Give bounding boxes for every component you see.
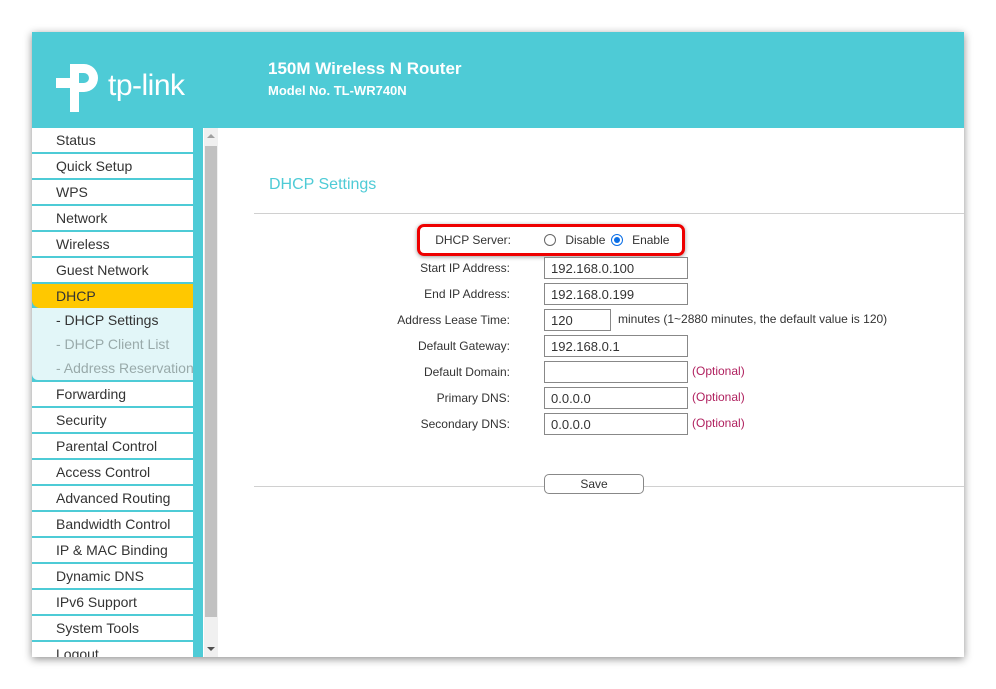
sidebar-item-bandwidth-control[interactable]: Bandwidth Control xyxy=(32,512,193,536)
primary-dns-input[interactable]: 0.0.0.0 xyxy=(544,387,688,409)
sidebar-item-network[interactable]: Network xyxy=(32,206,193,230)
sidebar-item-parental-control[interactable]: Parental Control xyxy=(32,434,193,458)
sidebar-subitem-dhcp-settings[interactable]: - DHCP Settings xyxy=(56,312,159,328)
sidebar-item-guest-network[interactable]: Guest Network xyxy=(32,258,193,282)
start-ip-address-label: Start IP Address: xyxy=(420,261,510,275)
sidebar-item-quick-setup[interactable]: Quick Setup xyxy=(32,154,193,178)
field-row: Secondary DNS: 0.0.0.0 (Optional) xyxy=(218,413,964,437)
dhcp-submenu: - DHCP Settings - DHCP Client List - Add… xyxy=(32,308,193,380)
optional-note: (Optional) xyxy=(692,390,745,404)
sidebar-scrollbar[interactable] xyxy=(204,128,218,657)
field-row: Primary DNS: 0.0.0.0 (Optional) xyxy=(218,387,964,411)
page-title: DHCP Settings xyxy=(269,176,377,193)
tp-link-logo: tp-link xyxy=(56,60,185,112)
default-domain-input[interactable] xyxy=(544,361,688,383)
sidebar-item-wireless[interactable]: Wireless xyxy=(32,232,193,256)
default-domain-label: Default Domain: xyxy=(423,365,510,379)
main-content: DHCP Settings DHCP Server: Disable Enabl… xyxy=(218,128,964,657)
product-title: 150M Wireless N Router xyxy=(268,59,462,78)
sidebar-item-advanced-routing[interactable]: Advanced Routing xyxy=(32,486,193,510)
scroll-up-icon[interactable] xyxy=(207,134,215,138)
sidebar-item-ipv6-support[interactable]: IPv6 Support xyxy=(32,590,193,614)
field-row: End IP Address: 192.168.0.199 xyxy=(218,283,964,307)
sidebar-item-access-control[interactable]: Access Control xyxy=(32,460,193,484)
sidebar-subitem-dhcp-client-list[interactable]: - DHCP Client List xyxy=(56,336,170,352)
tp-link-logo-icon xyxy=(56,64,98,112)
sidebar-item-wps[interactable]: WPS xyxy=(32,180,193,204)
sidebar-item-dhcp[interactable]: DHCP xyxy=(32,284,193,308)
sidebar-item-security[interactable]: Security xyxy=(32,408,193,432)
field-row: Default Gateway: 192.168.0.1 xyxy=(218,335,964,359)
enable-radio[interactable] xyxy=(610,234,623,246)
save-button[interactable]: Save xyxy=(544,474,644,494)
highlight-box xyxy=(417,224,685,256)
sidebar-subitem-address-reservation[interactable]: - Address Reservation xyxy=(56,360,193,376)
logo-text: tp-link xyxy=(108,69,185,102)
enable-label[interactable]: Enable xyxy=(632,233,670,247)
address-lease-time-label: Address Lease Time: xyxy=(397,313,510,327)
dhcp-server-label: DHCP Server: xyxy=(435,233,511,247)
dhcp-server-row: DHCP Server: Disable Enable xyxy=(218,231,964,255)
optional-note: (Optional) xyxy=(692,364,745,378)
sidebar-item-ip-mac-binding[interactable]: IP & MAC Binding xyxy=(32,538,193,562)
primary-dns-label: Primary DNS: xyxy=(436,391,510,405)
scroll-down-icon[interactable] xyxy=(207,647,215,651)
sidebar-item-forwarding[interactable]: Forwarding xyxy=(32,382,193,406)
sidebar-item-logout[interactable]: Logout xyxy=(32,642,193,657)
scrollbar-thumb[interactable] xyxy=(205,146,217,617)
sidebar: Status Quick Setup WPS Network Wireless Guest… xyxy=(32,128,203,657)
optional-note: (Optional) xyxy=(692,416,745,430)
sidebar-item-status[interactable]: Status xyxy=(32,128,193,152)
secondary-dns-label: Secondary DNS: xyxy=(420,417,510,431)
address-lease-time-input[interactable]: 120 xyxy=(544,309,611,331)
header: tp-link 150M Wireless N Router Model No.… xyxy=(32,32,964,128)
end-ip-address-input[interactable]: 192.168.0.199 xyxy=(544,283,688,305)
end-ip-address-label: End IP Address: xyxy=(424,287,510,301)
field-row: Address Lease Time: 120 minutes (1~2880 mi… xyxy=(218,309,964,333)
disable-label[interactable]: Disable xyxy=(565,233,606,247)
lease-time-hint: minutes (1~2880 minutes, the default val… xyxy=(618,312,888,326)
default-gateway-input[interactable]: 192.168.0.1 xyxy=(544,335,688,357)
disable-radio[interactable] xyxy=(544,234,556,246)
field-row: Start IP Address: 192.168.0.100 xyxy=(218,257,964,281)
divider xyxy=(254,213,964,214)
start-ip-address-input[interactable]: 192.168.0.100 xyxy=(544,257,688,279)
secondary-dns-input[interactable]: 0.0.0.0 xyxy=(544,413,688,435)
field-row: Default Domain: (Optional) xyxy=(218,361,964,385)
router-admin-window: tp-link 150M Wireless N Router Model No.… xyxy=(32,32,964,657)
model-number: Model No. TL-WR740N xyxy=(268,83,407,98)
default-gateway-label: Default Gateway: xyxy=(417,339,510,353)
sidebar-item-system-tools[interactable]: System Tools xyxy=(32,616,193,640)
sidebar-item-dynamic-dns[interactable]: Dynamic DNS xyxy=(32,564,193,588)
